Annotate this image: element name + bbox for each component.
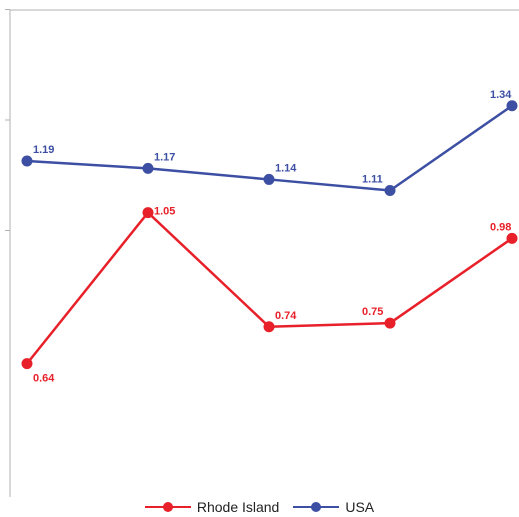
data-label-rhode-island: 0.74 <box>275 310 297 322</box>
legend-swatch-usa <box>293 501 340 513</box>
data-label-rhode-island: 1.05 <box>154 206 175 218</box>
data-point-rhode-island[interactable] <box>142 207 154 219</box>
data-point-usa[interactable] <box>21 155 33 167</box>
line-chart: 0.64 1.05 0.74 0.75 0.98 1.19 1.17 1.14 1.11 1.34 <box>5 9 519 497</box>
legend-item-usa[interactable]: USA <box>293 499 374 515</box>
data-point-rhode-island[interactable] <box>263 321 275 333</box>
data-point-rhode-island[interactable] <box>21 358 33 370</box>
data-point-usa[interactable] <box>142 162 154 174</box>
legend-swatch-rhode-island <box>144 501 191 513</box>
legend-item-rhode-island[interactable]: Rhode Island <box>144 499 280 515</box>
data-point-usa[interactable] <box>263 173 275 185</box>
legend-label-usa: USA <box>345 499 375 515</box>
data-label-rhode-island: 0.98 <box>490 221 511 233</box>
data-label-usa: 1.11 <box>362 173 383 185</box>
data-label-usa: 1.17 <box>154 151 175 163</box>
legend-label-rhode-island: Rhode Island <box>196 499 280 515</box>
data-label-usa: 1.14 <box>275 162 297 174</box>
data-point-rhode-island[interactable] <box>506 232 518 244</box>
data-point-usa[interactable] <box>506 100 518 112</box>
data-label-usa: 1.34 <box>490 89 512 101</box>
data-label-rhode-island: 0.64 <box>33 373 55 385</box>
data-label-usa: 1.19 <box>33 144 54 156</box>
series-usa: 1.19 1.17 1.14 1.11 1.34 <box>21 89 518 196</box>
series-line-rhode-island <box>26 210 513 365</box>
data-point-rhode-island[interactable] <box>384 317 396 329</box>
data-point-usa[interactable] <box>384 184 396 196</box>
data-label-rhode-island: 0.75 <box>362 306 383 318</box>
legend: Rhode Island USA <box>0 497 519 517</box>
series-rhode-island: 0.64 1.05 0.74 0.75 0.98 <box>21 206 518 385</box>
